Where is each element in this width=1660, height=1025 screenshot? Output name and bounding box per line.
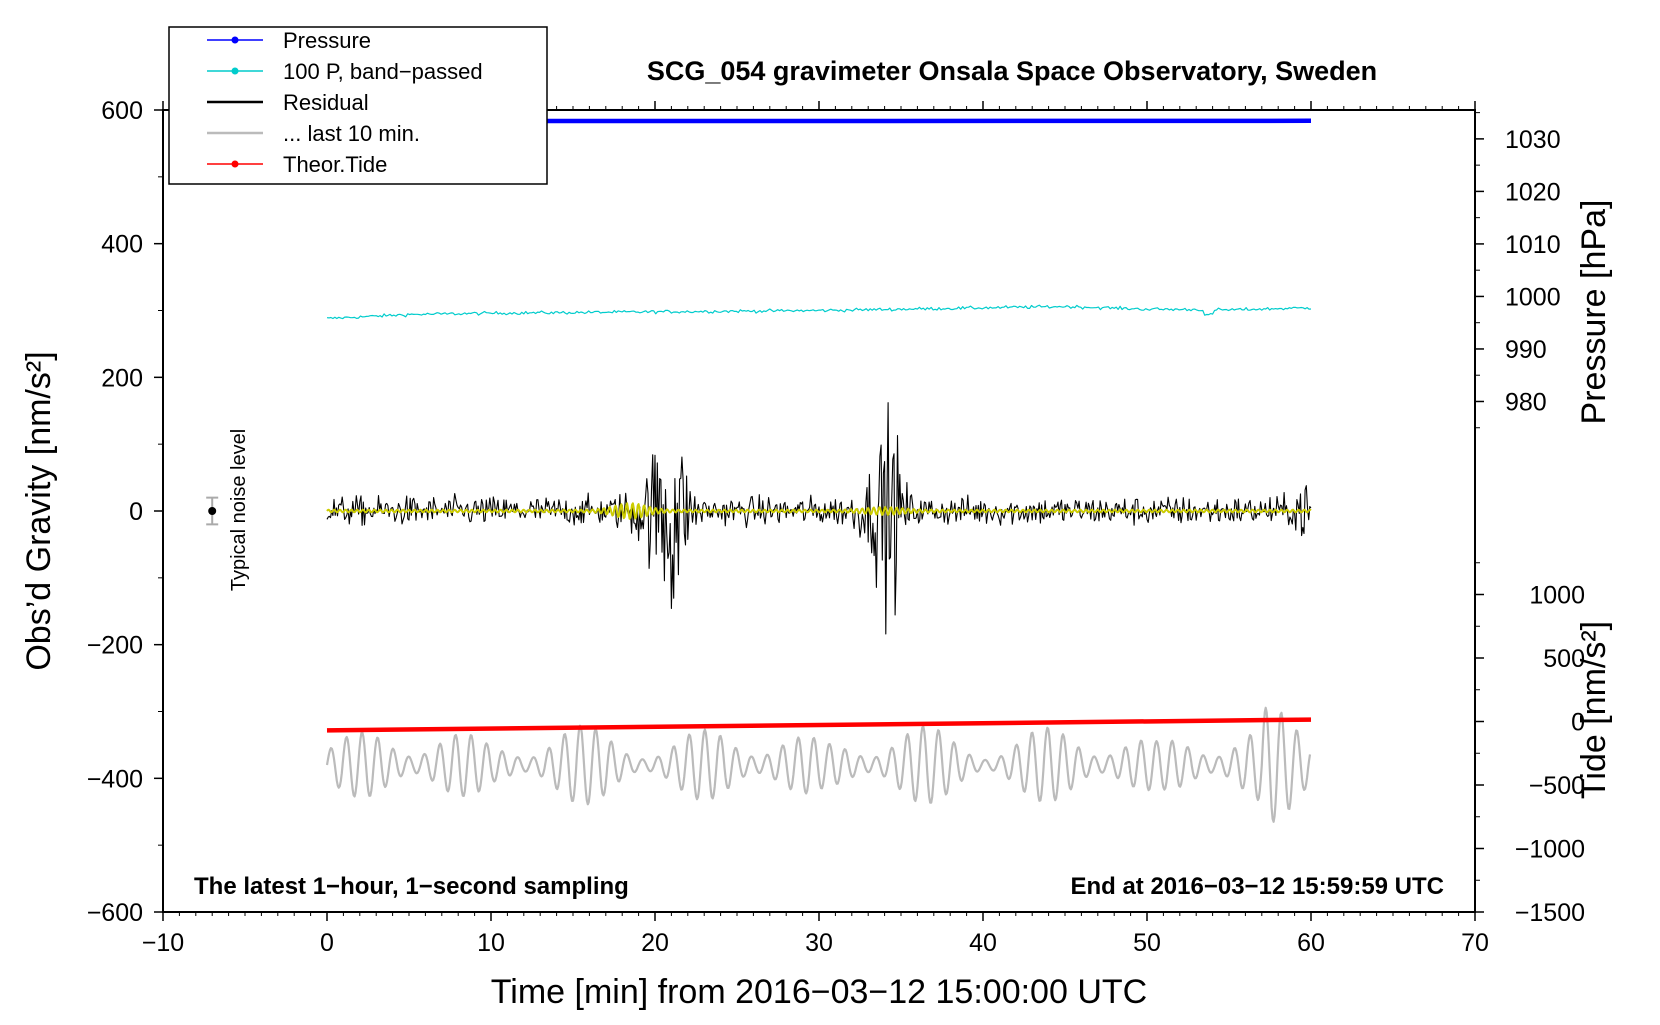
pressure-tick-label: 1000 xyxy=(1505,283,1561,311)
x-tick-label: 10 xyxy=(477,929,505,957)
x-tick-label: 20 xyxy=(641,929,669,957)
y-tick-label: −400 xyxy=(87,765,143,793)
noise-point xyxy=(208,507,216,515)
x-axis-title: Time [min] from 2016−03−12 15:00:00 UTC xyxy=(491,973,1147,1011)
y-tick-label: −200 xyxy=(87,632,143,660)
y-tick-label: 400 xyxy=(101,231,143,259)
legend-label-residual: Residual xyxy=(283,90,369,115)
x-tick-label: −10 xyxy=(142,929,184,957)
x-tick-label: 50 xyxy=(1133,929,1161,957)
chart-title: SCG_054 gravimeter Onsala Space Observat… xyxy=(647,56,1377,86)
tide-tick-label: −1500 xyxy=(1515,899,1585,927)
pressure-tick-label: 1030 xyxy=(1505,126,1561,154)
legend-marker-bandpassed xyxy=(232,68,239,75)
legend-label-last10: ... last 10 min. xyxy=(283,121,420,146)
pressure-tick-label: 980 xyxy=(1505,388,1547,416)
noise-level-label: Typical noise level xyxy=(228,429,250,591)
legend-marker-pressure xyxy=(232,37,239,44)
legend-label-tide: Theor.Tide xyxy=(283,152,387,177)
end-time-annotation: End at 2016−03−12 15:59:59 UTC xyxy=(1070,873,1444,900)
legend-marker-tide xyxy=(232,161,239,168)
y-tick-label: 600 xyxy=(101,97,143,125)
x-tick-label: 30 xyxy=(805,929,833,957)
legend-label-bandpassed: 100 P, band−passed xyxy=(283,59,483,84)
y-tick-label: 0 xyxy=(129,498,143,526)
x-tick-label: 0 xyxy=(320,929,334,957)
pressure-tick-label: 1020 xyxy=(1505,178,1561,206)
y-tick-label: −600 xyxy=(87,899,143,927)
legend: Pressure 100 P, band−passed Residual ...… xyxy=(169,27,547,184)
y-tick-label: 200 xyxy=(101,364,143,392)
tide-tick-label: −1000 xyxy=(1515,836,1585,864)
x-tick-label: 40 xyxy=(969,929,997,957)
pressure-tick-label: 990 xyxy=(1505,336,1547,364)
tide-tick-label: 1000 xyxy=(1529,582,1585,610)
pressure-axis-title: Pressure [hPa] xyxy=(1575,200,1613,425)
x-tick-label: 70 xyxy=(1461,929,1489,957)
sampling-annotation: The latest 1−hour, 1−second sampling xyxy=(194,873,629,900)
x-tick-label: 60 xyxy=(1297,929,1325,957)
legend-label-pressure: Pressure xyxy=(283,28,371,53)
pressure-tick-label: 1010 xyxy=(1505,231,1561,259)
tide-axis-title: Tide [nm/s²] xyxy=(1575,621,1613,799)
y-axis-title: Obs’d Gravity [nm/s²] xyxy=(20,351,58,670)
